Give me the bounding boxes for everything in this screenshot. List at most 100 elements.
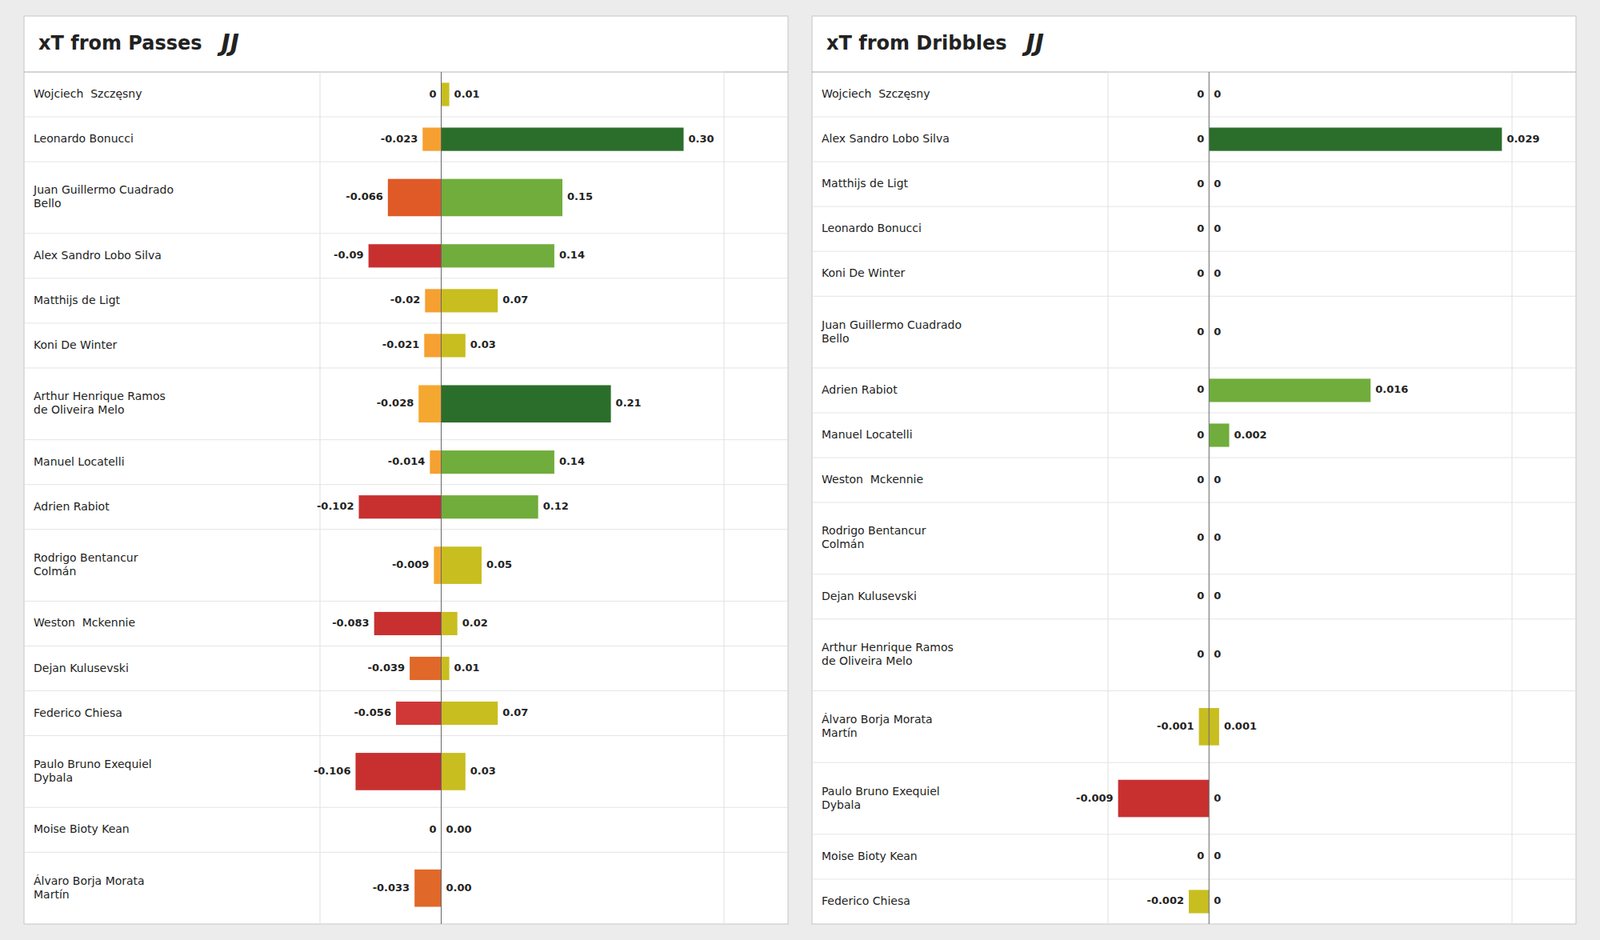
data-label: 0 bbox=[1196, 383, 1204, 396]
category-label: Rodrigo BentancurColmán bbox=[33, 551, 139, 578]
category-label: Rodrigo BentancurColmán bbox=[821, 524, 927, 551]
data-label: -0.028 bbox=[376, 396, 415, 409]
data-label: 0.07 bbox=[502, 706, 528, 719]
category-label: Moise Bioty Kean bbox=[33, 822, 130, 836]
title: xT from Dribbles bbox=[826, 32, 1007, 55]
bar bbox=[1118, 780, 1210, 818]
data-label: 0 bbox=[1213, 589, 1221, 602]
bar bbox=[424, 288, 441, 312]
data-label: 0.03 bbox=[470, 338, 496, 351]
row-separator bbox=[24, 161, 788, 163]
row-separator bbox=[812, 251, 1576, 252]
data-label: 0 bbox=[1213, 849, 1221, 862]
data-label: 0.001 bbox=[1224, 720, 1257, 732]
bar bbox=[441, 128, 684, 152]
data-label: -0.02 bbox=[390, 293, 420, 306]
row-separator bbox=[24, 322, 788, 324]
bar bbox=[441, 288, 499, 312]
category-label: Leonardo Bonucci bbox=[821, 221, 922, 235]
category-label: Matthijs de Ligt bbox=[821, 176, 909, 190]
category-label: Paulo Bruno ExequielDybala bbox=[33, 757, 152, 784]
data-label: 0 bbox=[1196, 177, 1204, 190]
bar bbox=[1199, 708, 1210, 746]
category-label: Manuel Locatelli bbox=[33, 455, 125, 468]
bar bbox=[1208, 128, 1502, 152]
data-label: 0.07 bbox=[502, 293, 528, 306]
data-label: 0 bbox=[1213, 222, 1221, 235]
category-label: Koni De Winter bbox=[33, 338, 118, 352]
category-label: Juan Guillermo CuadradoBello bbox=[820, 318, 962, 345]
category-label: Manuel Locatelli bbox=[821, 428, 913, 441]
row-separator bbox=[812, 833, 1576, 835]
category-label: Alex Sandro Lobo Silva bbox=[821, 132, 950, 145]
category-label: Adrien Rabiot bbox=[33, 500, 110, 513]
data-label: -0.106 bbox=[313, 764, 352, 777]
bar bbox=[441, 752, 466, 791]
row-separator bbox=[24, 367, 788, 368]
bar bbox=[441, 179, 564, 217]
panel: xT from DribblesJJWojciech SzczęsnyAlex … bbox=[812, 16, 1576, 924]
data-label: 0.21 bbox=[616, 396, 642, 409]
category-label: Matthijs de Ligt bbox=[33, 293, 121, 307]
bar bbox=[441, 333, 466, 357]
panel-background bbox=[24, 16, 788, 924]
bar bbox=[396, 701, 442, 725]
plot-frame bbox=[320, 72, 724, 924]
category-label: Federico Chiesa bbox=[821, 894, 911, 908]
row-separator bbox=[24, 484, 788, 485]
bar bbox=[358, 495, 441, 519]
data-label: -0.021 bbox=[382, 338, 420, 351]
row-separator bbox=[812, 690, 1576, 692]
row-separator bbox=[812, 502, 1576, 504]
category-label: Juan Guillermo CuadradoBello bbox=[32, 183, 174, 210]
row-separator bbox=[24, 116, 788, 118]
data-label: 0.00 bbox=[446, 881, 472, 894]
bar bbox=[1208, 378, 1371, 402]
row-separator bbox=[24, 277, 788, 279]
data-label: 0.016 bbox=[1375, 383, 1408, 396]
category-label: Arthur Henrique Ramosde Oliveira Melo bbox=[33, 389, 166, 416]
data-label: 0 bbox=[1196, 267, 1204, 280]
category-label: Dejan Kulusevski bbox=[33, 661, 129, 675]
category-label: Dejan Kulusevski bbox=[821, 589, 917, 603]
data-label: 0.14 bbox=[559, 248, 585, 261]
bar bbox=[441, 612, 458, 636]
bars bbox=[355, 82, 684, 907]
data-label: 0.01 bbox=[454, 661, 480, 674]
bar bbox=[424, 333, 441, 357]
category-label: Moise Bioty Kean bbox=[821, 849, 918, 863]
figure: xT from PassesJJWojciech SzczęsnyLeonard… bbox=[0, 0, 1600, 940]
row-separator bbox=[24, 528, 788, 530]
bar bbox=[441, 384, 612, 423]
bar bbox=[441, 656, 450, 680]
bar bbox=[368, 244, 442, 268]
data-label: -0.066 bbox=[345, 190, 384, 203]
row-separator bbox=[812, 116, 1576, 118]
data-label: -0.002 bbox=[1146, 894, 1184, 907]
data-label: 0.30 bbox=[688, 132, 715, 145]
plot-frame bbox=[1108, 72, 1512, 924]
data-label: -0.001 bbox=[1156, 720, 1195, 732]
data-label: -0.039 bbox=[368, 661, 406, 674]
data-label: 0 bbox=[1213, 267, 1221, 280]
data-label: -0.009 bbox=[392, 558, 430, 571]
data-label: 0 bbox=[1213, 325, 1221, 338]
data-label: 0 bbox=[1213, 648, 1221, 660]
category-label: Alex Sandro Lobo Silva bbox=[33, 248, 162, 262]
data-label: 0.12 bbox=[543, 500, 569, 512]
bar bbox=[388, 179, 442, 217]
bar bbox=[374, 612, 442, 636]
data-label: -0.009 bbox=[1076, 792, 1114, 804]
bar bbox=[433, 546, 441, 584]
category-label: Álvaro Borja MorataMartín bbox=[821, 712, 933, 740]
row-separator bbox=[24, 807, 788, 808]
bars bbox=[1118, 128, 1503, 914]
data-label: 0 bbox=[1213, 792, 1221, 804]
row-separator bbox=[24, 600, 788, 602]
data-label: 0 bbox=[1213, 894, 1221, 907]
bar bbox=[409, 656, 441, 680]
row-separator bbox=[812, 412, 1576, 414]
category-label: Weston Mckennie bbox=[33, 616, 136, 629]
data-label: 0 bbox=[1196, 473, 1204, 486]
panel-background bbox=[812, 16, 1576, 924]
